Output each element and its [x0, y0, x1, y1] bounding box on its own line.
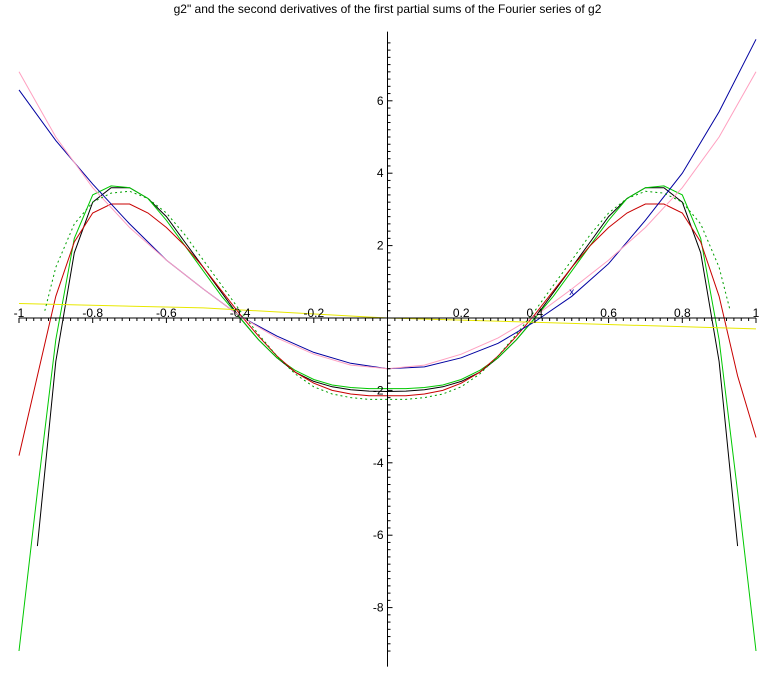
- x-tick-label: 0.4: [527, 306, 544, 320]
- y-tick-label: 6: [377, 94, 384, 108]
- y-tick-label: -4: [373, 456, 384, 470]
- x-tick-label: -0.2: [303, 306, 324, 320]
- x-tick-label: -0.4: [230, 306, 251, 320]
- labels-layer: -1 -0.8 -0.6 -0.4 -0.2 0.2 0.4 0.6 0.8 1 -8 -6 -4 -2 2…: [14, 94, 760, 615]
- x-tick-label: 0.2: [453, 306, 470, 320]
- y-tick-label: 4: [377, 166, 384, 180]
- x-tick-label: 0.6: [600, 306, 617, 320]
- y-tick-label: -8: [373, 601, 384, 615]
- y-tick-label: -6: [373, 528, 384, 542]
- x-tick-label: 0.8: [674, 306, 691, 320]
- x-tick-label: -0.8: [82, 306, 103, 320]
- y-tick-label: -2: [373, 383, 384, 397]
- x-tick-label: -0.6: [156, 306, 177, 320]
- x-tick-label: 1: [753, 306, 760, 320]
- y-tick-label: 2: [377, 239, 384, 253]
- x-tick-label: -1: [14, 306, 25, 320]
- annotation-label: x: [569, 287, 574, 298]
- chart-title: g2" and the second derivatives of the fi…: [173, 2, 602, 16]
- axes-layer: [18, 31, 757, 667]
